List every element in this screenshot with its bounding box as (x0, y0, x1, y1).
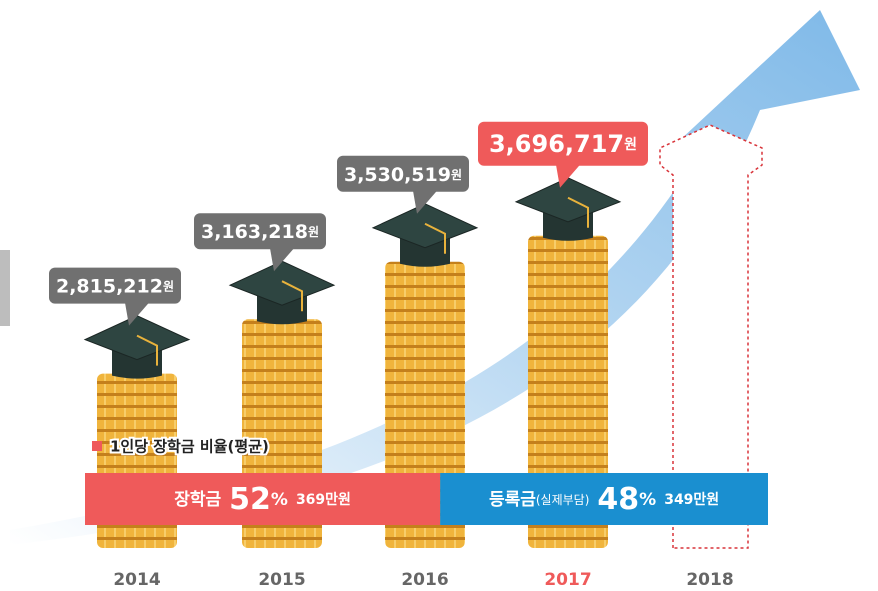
cap-board (514, 177, 622, 223)
value-number: 2,815,212 (56, 275, 163, 297)
segment-unit: % (271, 490, 288, 510)
segment-label: 등록금(실제부담) 48% 349만원 (489, 482, 719, 517)
segment-value: 52 (229, 482, 271, 517)
x-tick-label: 2014 (113, 570, 160, 590)
value-unit: 원 (163, 279, 174, 293)
value-unit: 원 (451, 167, 462, 181)
bubble-pointer (270, 248, 294, 272)
value-bubble (194, 213, 326, 250)
cap-tassel (567, 196, 589, 228)
value-label: 2,815,212원 (56, 275, 174, 297)
value-label: 3,696,717원 (489, 130, 637, 158)
legend-label: 1인당 장학금 비율(평균) (110, 438, 269, 456)
coin-stack (528, 235, 608, 548)
value-unit: 원 (308, 225, 319, 239)
future-stack (659, 124, 763, 549)
segment-note: (실제부담) (536, 493, 590, 507)
segment-label: 장학금 52% 369만원 (174, 482, 351, 517)
cap-tassel (281, 280, 303, 312)
value-bubble (49, 267, 181, 304)
side-tab (0, 250, 10, 326)
value-number: 3,163,218 (201, 221, 308, 243)
value-number: 3,696,717 (489, 130, 624, 158)
legend-swatch (92, 441, 102, 451)
bubble-pointer (556, 164, 580, 188)
split-segment (85, 473, 441, 525)
x-tick-label: 2018 (686, 570, 733, 590)
value-unit: 원 (624, 137, 637, 153)
cap-board (83, 315, 191, 361)
value-label: 3,530,519원 (344, 163, 462, 185)
segment-name: 장학금 (174, 490, 221, 510)
value-bubble (337, 155, 469, 192)
bubble-pointer (413, 190, 437, 214)
x-tick-label: 2015 (258, 570, 305, 590)
split-segment (440, 473, 768, 525)
cap-tassel (424, 222, 446, 254)
x-tick-label: 2017 (544, 570, 591, 590)
value-number: 3,530,519 (344, 163, 451, 185)
segment-amount: 349만원 (664, 492, 719, 508)
value-bubble (478, 121, 648, 166)
split-bar: 1인당 장학금 비율(평균) 장학금 52% 369만원 등록금(실제부담) 48% 349… (85, 436, 768, 525)
cap-board (228, 260, 336, 306)
segment-name: 등록금 (489, 490, 536, 510)
x-tick-label: 2016 (401, 570, 448, 590)
segment-value: 48 (597, 482, 639, 517)
bubble-pointer (125, 302, 149, 326)
cap-board (371, 203, 479, 249)
segment-unit: % (639, 490, 656, 510)
value-label: 3,163,218원 (201, 221, 319, 243)
cap-tassel (136, 334, 158, 366)
segment-amount: 369만원 (296, 492, 351, 508)
